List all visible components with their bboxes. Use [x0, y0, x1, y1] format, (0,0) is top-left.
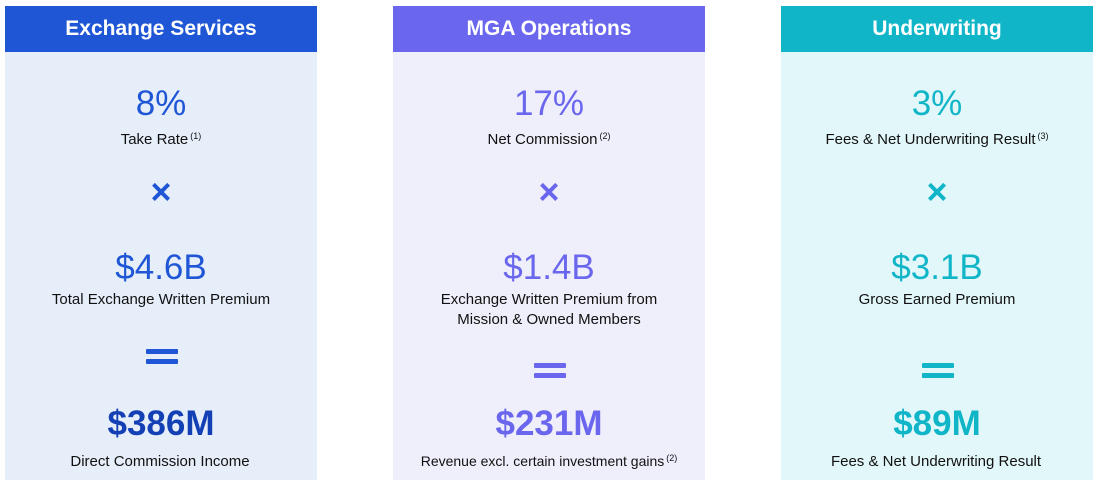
- card-body: 8% Take Rate (1) × $4.6B Total Exchange W…: [5, 52, 317, 480]
- card-body: 3% Fees & Net Underwriting Result (3) × $…: [781, 52, 1093, 480]
- rate-footnote: (1): [190, 131, 202, 141]
- base-label-line1: Total Exchange Written Premium: [51, 291, 271, 308]
- base-value: $3.1B: [891, 248, 983, 287]
- multiply-icon: ×: [150, 171, 172, 212]
- rate-label-text: Net Commission: [487, 131, 598, 148]
- base-label-line1: Exchange Written Premium from: [440, 291, 658, 308]
- result-footnote: (2): [666, 453, 678, 463]
- result-label: Direct Commission Income: [5, 448, 317, 472]
- card-body: 17% Net Commission (2) × $1.4B Exchange W…: [393, 52, 705, 480]
- rate-label: Fees & Net Underwriting Result (3): [781, 126, 1093, 150]
- rate-value: 8%: [135, 84, 187, 123]
- result-label-text: Fees & Net Underwriting Result: [830, 453, 1042, 470]
- multiply-icon: ×: [538, 171, 560, 212]
- card-title: MGA Operations: [393, 6, 705, 52]
- rate-footnote: (3): [1037, 131, 1049, 141]
- result-label: Fees & Net Underwriting Result: [781, 448, 1093, 472]
- rate-value: 3%: [911, 84, 963, 123]
- rate-value: 17%: [513, 84, 585, 123]
- result-value: $89M: [893, 404, 981, 443]
- base-label-line2: Mission & Owned Members: [457, 311, 641, 328]
- rate-label: Net Commission (2): [393, 126, 705, 150]
- card-mga-operations: MGA Operations 17% Net Commission (2) × $…: [393, 6, 705, 480]
- multiply-icon: ×: [926, 171, 948, 212]
- rate-label-text: Take Rate: [120, 131, 189, 148]
- card-title: Exchange Services: [5, 6, 317, 52]
- base-value: $1.4B: [503, 248, 595, 287]
- result-label: Revenue excl. certain investment gains (2…: [393, 448, 705, 471]
- card-exchange-services: Exchange Services 8% Take Rate (1) × $4.6…: [5, 6, 317, 480]
- card-underwriting: Underwriting 3% Fees & Net Underwriting …: [781, 6, 1093, 480]
- equals-icon: [922, 360, 954, 382]
- rate-label-text: Fees & Net Underwriting Result: [825, 131, 1036, 148]
- result-value: $386M: [107, 404, 215, 443]
- result-value: $231M: [495, 404, 603, 443]
- base-value: $4.6B: [115, 248, 207, 287]
- base-label-line1: Gross Earned Premium: [858, 291, 1016, 308]
- rate-label: Take Rate (1): [5, 126, 317, 150]
- result-label-text: Direct Commission Income: [70, 453, 250, 470]
- result-label-text: Revenue excl. certain investment gains: [420, 453, 665, 469]
- equals-icon: [534, 360, 566, 382]
- rate-footnote: (2): [599, 131, 611, 141]
- card-title: Underwriting: [781, 6, 1093, 52]
- equals-icon: [146, 346, 178, 368]
